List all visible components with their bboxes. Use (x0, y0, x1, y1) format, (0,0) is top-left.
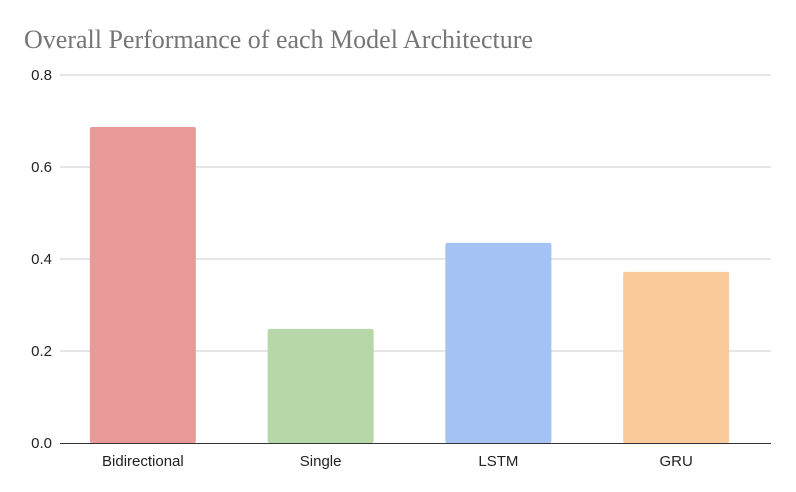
bars (89, 126, 730, 443)
bar-single (267, 328, 374, 443)
x-category-label: GRU (659, 453, 692, 470)
y-tick-label: 0.0 (31, 435, 52, 452)
x-axis-category-labels: Bidirectional Single LSTM GRU (102, 453, 693, 470)
x-category-label: Bidirectional (102, 453, 184, 470)
chart-title: Overall Performance of each Model Archit… (24, 25, 533, 54)
x-category-label: Single (300, 453, 342, 470)
y-tick-label: 0.8 (31, 67, 52, 84)
x-category-label: LSTM (478, 453, 518, 470)
bar-lstm (445, 242, 552, 443)
bar-gru (623, 271, 730, 443)
y-tick-label: 0.4 (31, 251, 52, 268)
y-tick-label: 0.6 (31, 159, 52, 176)
bar-bidirectional (89, 126, 196, 443)
y-axis-tick-labels: 0.0 0.2 0.4 0.6 0.8 (31, 67, 52, 452)
y-tick-label: 0.2 (31, 343, 52, 360)
